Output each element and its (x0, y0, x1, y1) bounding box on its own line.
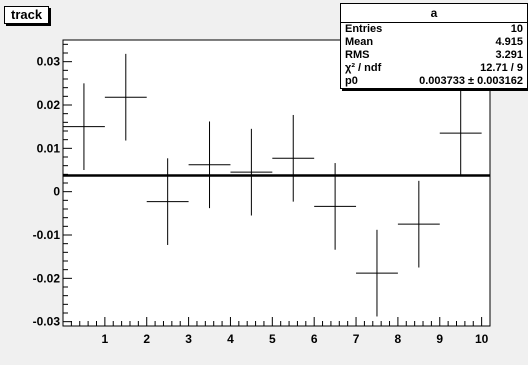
stats-label: χ² / ndf (345, 62, 382, 74)
data-point (230, 128, 273, 216)
stats-value: 3.291 (495, 49, 523, 61)
data-point (272, 114, 315, 202)
x-tick-label: 4 (227, 332, 234, 346)
stats-value: 0.003733 ± 0.003162 (419, 75, 523, 87)
y-tick-label: -0.03 (33, 315, 61, 329)
stats-title: a (341, 4, 527, 23)
y-tick-label: 0 (53, 185, 60, 199)
stats-label: p0 (345, 75, 358, 87)
data-point (314, 163, 357, 250)
x-tick-label: 7 (353, 332, 360, 346)
data-point (188, 121, 231, 209)
data-point (104, 53, 147, 141)
histogram-title: track (4, 6, 50, 24)
stats-row-chi2: χ² / ndf 12.71 / 9 (341, 62, 527, 75)
x-tick-label: 5 (269, 332, 276, 346)
stats-row-p0: p0 0.003733 ± 0.003162 (341, 75, 527, 88)
x-axis: 1 2 3 4 5 6 7 8 9 10 (70, 317, 491, 346)
x-tick-label: 8 (395, 332, 402, 346)
y-tick-label: 0.03 (37, 55, 61, 69)
data-point (356, 229, 398, 317)
stats-row-rms: RMS 3.291 (341, 49, 527, 62)
data-point (146, 158, 189, 245)
x-tick-label: 1 (102, 332, 109, 346)
y-tick-label: 0.01 (37, 141, 61, 155)
stats-label: Entries (345, 23, 383, 35)
y-axis: 0.03 0.02 0.01 0 -0.01 -0.02 -0.03 (33, 43, 72, 329)
stats-value: 10 (510, 23, 523, 35)
data-points (63, 53, 482, 317)
stats-row-mean: Mean 4.915 (341, 36, 527, 49)
data-point (439, 89, 482, 177)
stats-row-entries: Entries 10 (341, 23, 527, 36)
y-tick-label: -0.01 (33, 228, 61, 242)
x-tick-label: 6 (311, 332, 318, 346)
stats-box: a Entries 10 Mean 4.915 RMS 3.291 χ² / n… (340, 3, 528, 89)
stats-value: 4.915 (495, 36, 523, 48)
stats-value: 12.71 / 9 (480, 62, 523, 74)
x-tick-label: 9 (436, 332, 443, 346)
stats-label: Mean (345, 36, 374, 48)
data-point (63, 83, 105, 170)
x-tick-label: 3 (185, 332, 192, 346)
y-tick-label: 0.02 (37, 98, 61, 112)
y-tick-label: -0.02 (33, 271, 61, 285)
stats-label: RMS (345, 49, 370, 61)
data-point (397, 180, 440, 268)
x-tick-label: 2 (143, 332, 150, 346)
x-tick-label: 10 (475, 332, 489, 346)
